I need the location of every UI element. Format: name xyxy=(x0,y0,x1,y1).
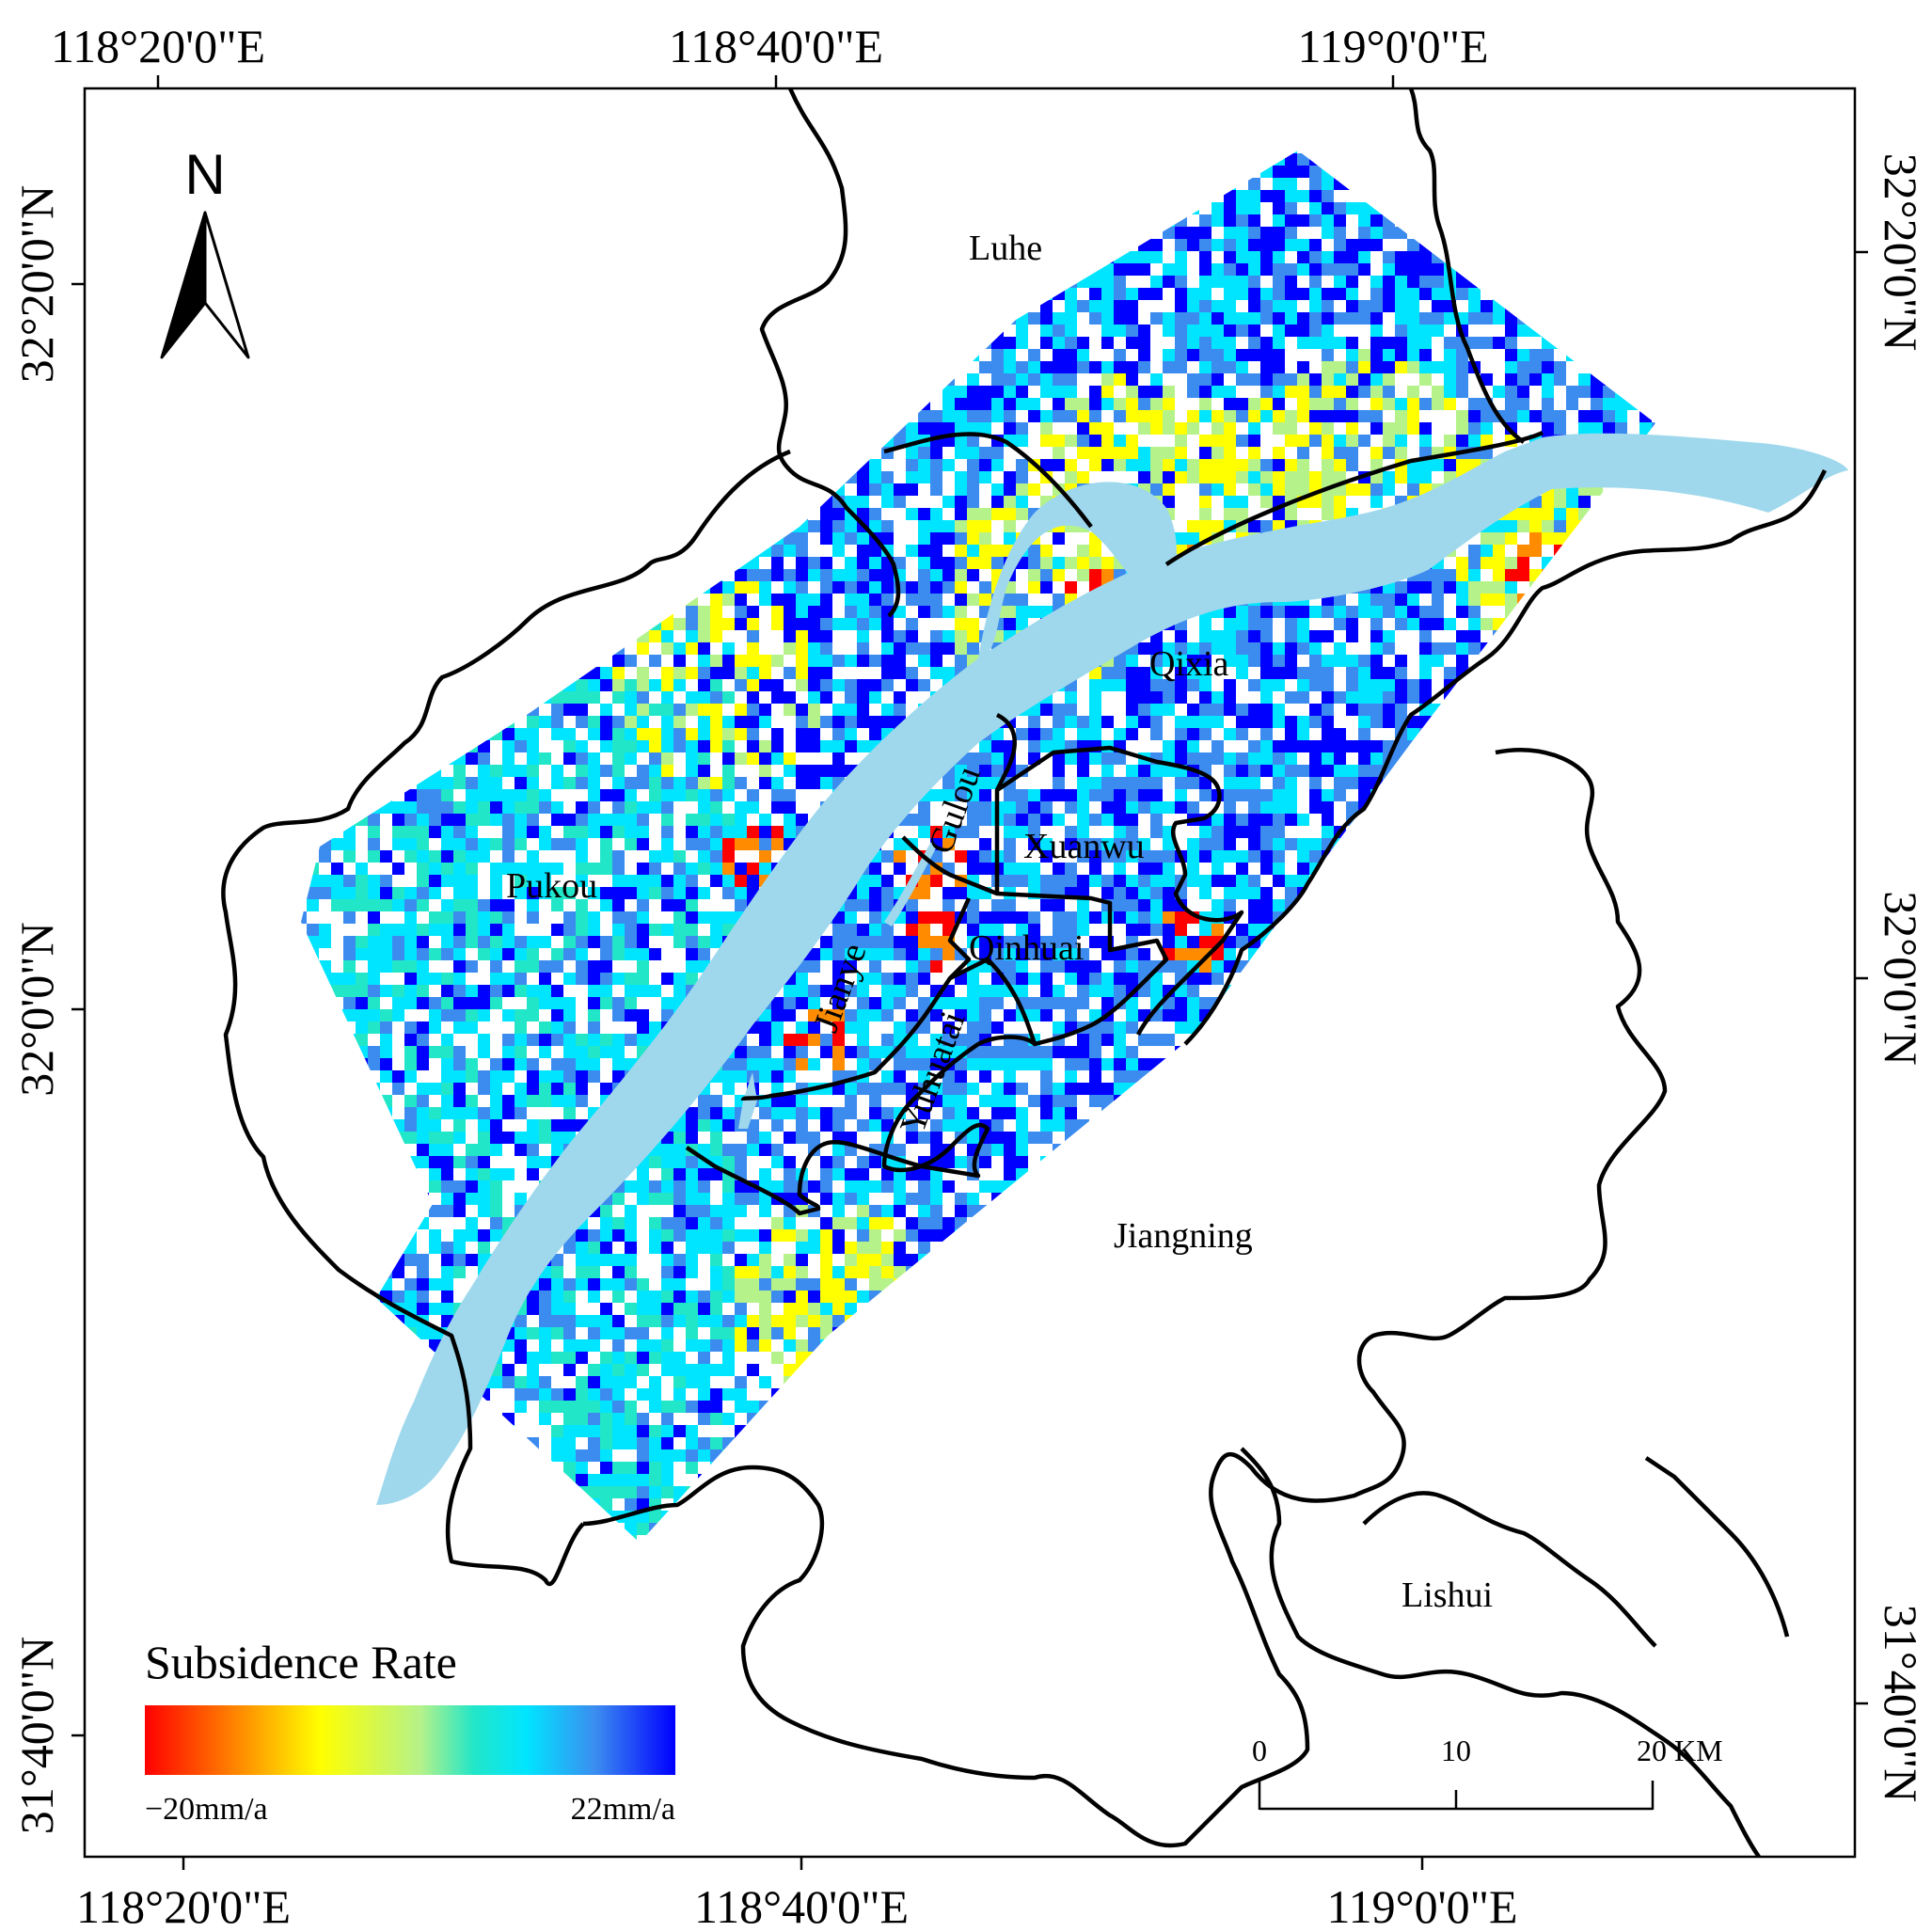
top-tick-label: 118°20'0"E xyxy=(51,20,265,72)
scale-bar: 0 10 20 KM xyxy=(1252,1734,1723,1811)
scale-label-0: 0 xyxy=(1252,1734,1267,1767)
left-tick-label: 31°40'0"N xyxy=(10,1637,63,1835)
district-label-lishui: Lishui xyxy=(1401,1576,1493,1615)
top-tick-label: 118°40'0"E xyxy=(669,20,883,72)
district-label-jiangning: Jiangning xyxy=(1114,1216,1253,1256)
legend-title: Subsidence Rate xyxy=(145,1636,457,1688)
yangtze-river xyxy=(376,433,1848,1506)
graticule-ticks xyxy=(71,75,1868,1870)
north-arrow-icon: N xyxy=(160,143,250,359)
district-label-qixia: Qixia xyxy=(1149,644,1229,684)
left-tick-label: 32°0'0"N xyxy=(10,922,63,1097)
north-arrow-label: N xyxy=(184,143,225,206)
district-label-xuanwu: Xuanwu xyxy=(1023,827,1145,866)
left-tick-label: 32°20'0"N xyxy=(10,185,63,384)
right-tick-label: 32°0'0"N xyxy=(1875,891,1927,1066)
bottom-tick-label: 118°40'0"E xyxy=(694,1880,909,1932)
district-label-qinhuai: Qinhuai xyxy=(969,928,1084,968)
district-label-pukou: Pukou xyxy=(506,866,597,906)
district-boundaries xyxy=(221,87,1828,1859)
scale-label-20-km: 20 KM xyxy=(1637,1734,1723,1767)
bottom-tick-label: 119°0'0"E xyxy=(1326,1880,1517,1932)
right-tick-label: 31°40'0"N xyxy=(1875,1605,1927,1803)
district-label-luhe: Luhe xyxy=(969,229,1042,268)
top-tick-label: 119°0'0"E xyxy=(1297,20,1488,72)
legend-color-ramp xyxy=(145,1705,675,1775)
right-tick-label: 32°20'0"N xyxy=(1875,153,1927,352)
scale-label-10: 10 xyxy=(1441,1734,1471,1767)
legend-min-label: −20mm/a xyxy=(145,1792,268,1827)
bottom-tick-label: 118°20'0"E xyxy=(76,1880,291,1932)
legend: Subsidence Rate −20mm/a 22mm/a xyxy=(145,1636,675,1827)
legend-max-label: 22mm/a xyxy=(571,1792,675,1827)
